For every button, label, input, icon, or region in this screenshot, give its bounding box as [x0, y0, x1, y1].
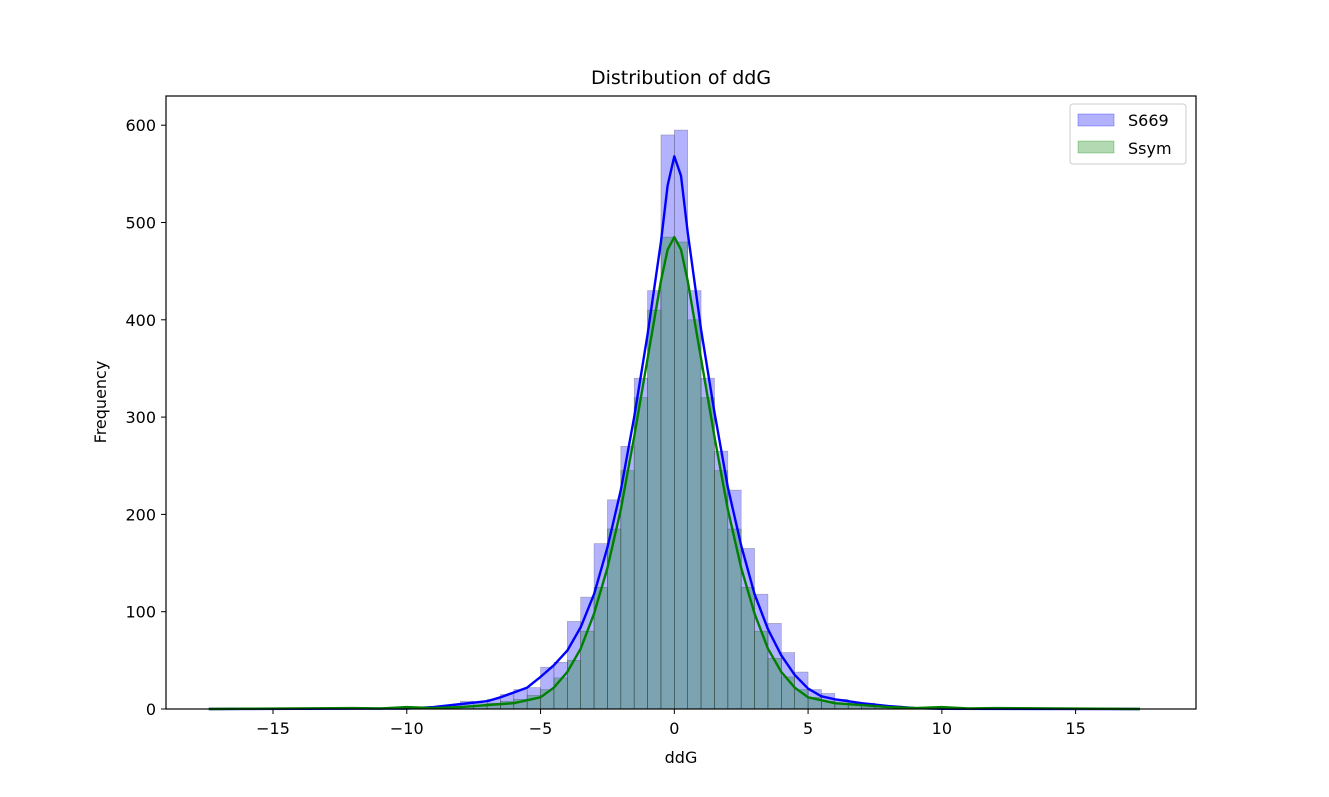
bar-ssym: [687, 319, 702, 710]
y-tick-label: 600: [125, 116, 156, 135]
legend: S669 Ssym: [1069, 103, 1187, 165]
bar-ssym: [700, 397, 715, 710]
bar-ssym: [674, 241, 688, 710]
legend-swatch-ssym: [1077, 140, 1115, 154]
bar-ssym: [767, 658, 782, 710]
x-axis-title: ddG: [665, 748, 698, 767]
bar-ssym: [620, 470, 635, 710]
x-axis: −15 −10 −5 0 5 10 15: [256, 709, 1086, 738]
x-tick-label: 5: [803, 719, 813, 738]
bar-ssym: [633, 397, 648, 710]
bar-ssym: [781, 676, 796, 710]
x-tick-label: −15: [256, 719, 290, 738]
legend-label-ssym: Ssym: [1128, 139, 1172, 158]
legend-label-s669: S669: [1128, 111, 1169, 130]
x-tick-label: −10: [390, 719, 424, 738]
y-tick-label: 300: [125, 408, 156, 427]
bar-ssym: [553, 677, 568, 710]
x-tick-label: −5: [529, 719, 553, 738]
chart-title: Distribution of ddG: [591, 67, 771, 89]
bar-ssym: [714, 470, 729, 710]
bars-layer: [433, 129, 916, 710]
y-tick-label: 400: [125, 311, 156, 330]
kde-line-s669: [208, 155, 1140, 711]
y-axis-title: Frequency: [91, 361, 110, 444]
bar-ssym: [660, 236, 675, 710]
y-axis: 0 100 200 300 400 500 600: [125, 116, 166, 719]
plot-frame: [165, 95, 1197, 710]
x-tick-label: 15: [1065, 719, 1085, 738]
x-tick-label: 10: [932, 719, 952, 738]
legend-swatch-s669: [1077, 113, 1115, 127]
kde-layer: [208, 155, 1140, 711]
kde-line-ssym: [208, 235, 1140, 711]
y-tick-label: 0: [146, 700, 156, 719]
bar-ssym: [647, 309, 662, 710]
legend-box: [1069, 103, 1187, 165]
x-tick-label: 0: [669, 719, 679, 738]
y-tick-label: 200: [125, 505, 156, 524]
y-tick-label: 500: [125, 213, 156, 232]
y-tick-label: 100: [125, 603, 156, 622]
